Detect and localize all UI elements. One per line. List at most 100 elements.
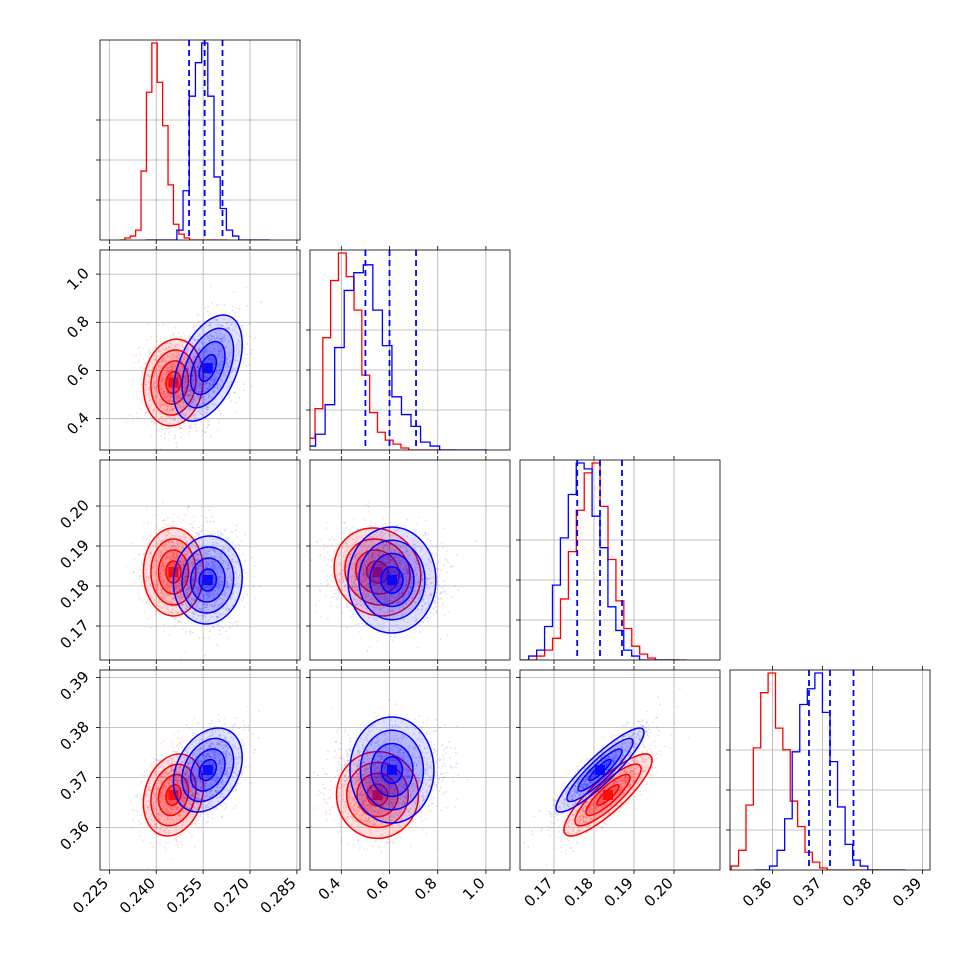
scatter-point [141,371,143,373]
scatter-point [200,421,202,423]
scatter-point [205,517,207,519]
scatter-point [190,424,192,426]
y-tick-label: 0.20 [56,496,92,532]
scatter-point [218,303,220,305]
scatter-point [179,425,181,427]
scatter-point [197,314,199,316]
scatter-point [197,321,199,323]
scatter-point [183,519,185,521]
scatter-point [146,339,148,341]
scatter-point [171,611,173,613]
scatter-point [196,534,198,536]
scatter-point [139,569,141,571]
scatter-point [246,353,248,355]
scatter-point [147,602,149,604]
histogram-series-1 [297,265,488,450]
scatter-point [242,586,244,588]
scatter-point [189,523,191,525]
scatter-point [221,620,223,622]
scatter-point [188,428,190,430]
content-1-0 [125,286,262,482]
scatter-point [208,420,210,422]
y-tick-label: 1.0 [63,264,93,294]
scatter-point [418,516,420,518]
scatter-point [174,434,176,436]
scatter-point [238,549,240,551]
scatter-point [246,594,248,596]
scatter-point [181,658,183,660]
scatter-point [148,356,150,358]
scatter-point [217,532,219,534]
scatter-point [170,574,172,576]
scatter-point [173,419,175,421]
scatter-point [150,435,152,437]
scatter-point [168,432,170,434]
scatter-point [166,520,168,522]
scatter-point [144,363,146,365]
scatter-point [138,593,140,595]
histogram-series-1 [146,43,270,240]
scatter-point [171,409,173,411]
scatter-point [141,599,143,601]
scatter-point [164,624,166,626]
scatter-point [168,574,170,576]
scatter-point [184,335,186,337]
scatter-point [328,559,330,561]
scatter-point [234,392,236,394]
scatter-point [148,323,150,325]
scatter-point [137,361,139,363]
content-2-1 [297,501,477,661]
scatter-point [191,332,193,334]
scatter-point [243,553,245,555]
scatter-point [139,408,141,410]
scatter-point [181,421,183,423]
scatter-point [133,571,135,573]
scatter-point [382,525,384,527]
scatter-point [172,521,174,523]
scatter-point [219,626,221,628]
scatter-point [207,306,209,308]
scatter-point [250,353,252,355]
scatter-point [370,522,372,524]
scatter-point [323,543,325,545]
scatter-point [149,354,151,356]
scatter-point [230,400,232,402]
scatter-point [161,552,163,554]
scatter-point [171,418,173,420]
scatter-point [189,335,191,337]
scatter-point [198,526,200,528]
scatter-point [201,529,203,531]
scatter-point [254,337,256,339]
scatter-point [177,612,179,614]
scatter-point [234,381,236,383]
scatter-point [161,429,163,431]
scatter-point [161,380,163,382]
scatter-point [177,516,179,518]
panel-1-0: 0.40.60.81.0 [63,246,300,482]
scatter-point [345,530,347,532]
scatter-point [365,504,367,506]
scatter-point [146,508,148,510]
scatter-point [159,572,161,574]
scatter-point [203,637,205,639]
scatter-point [360,638,362,640]
scatter-point [194,536,196,538]
scatter-point [183,533,185,535]
scatter-point [229,627,231,629]
scatter-point [159,401,161,403]
scatter-point [166,593,168,595]
y-tick-label: 0.8 [63,312,93,342]
scatter-point [189,630,191,632]
scatter-point [217,624,219,626]
scatter-point [232,309,234,311]
scatter-point [208,509,210,511]
scatter-point [125,422,127,424]
scatter-point [244,347,246,349]
scatter-point [225,529,227,531]
scatter-point [168,563,170,565]
scatter-point [172,541,174,543]
scatter-point [183,422,185,424]
scatter-point [180,436,182,438]
scatter-point [177,360,179,362]
scatter-point [207,637,209,639]
